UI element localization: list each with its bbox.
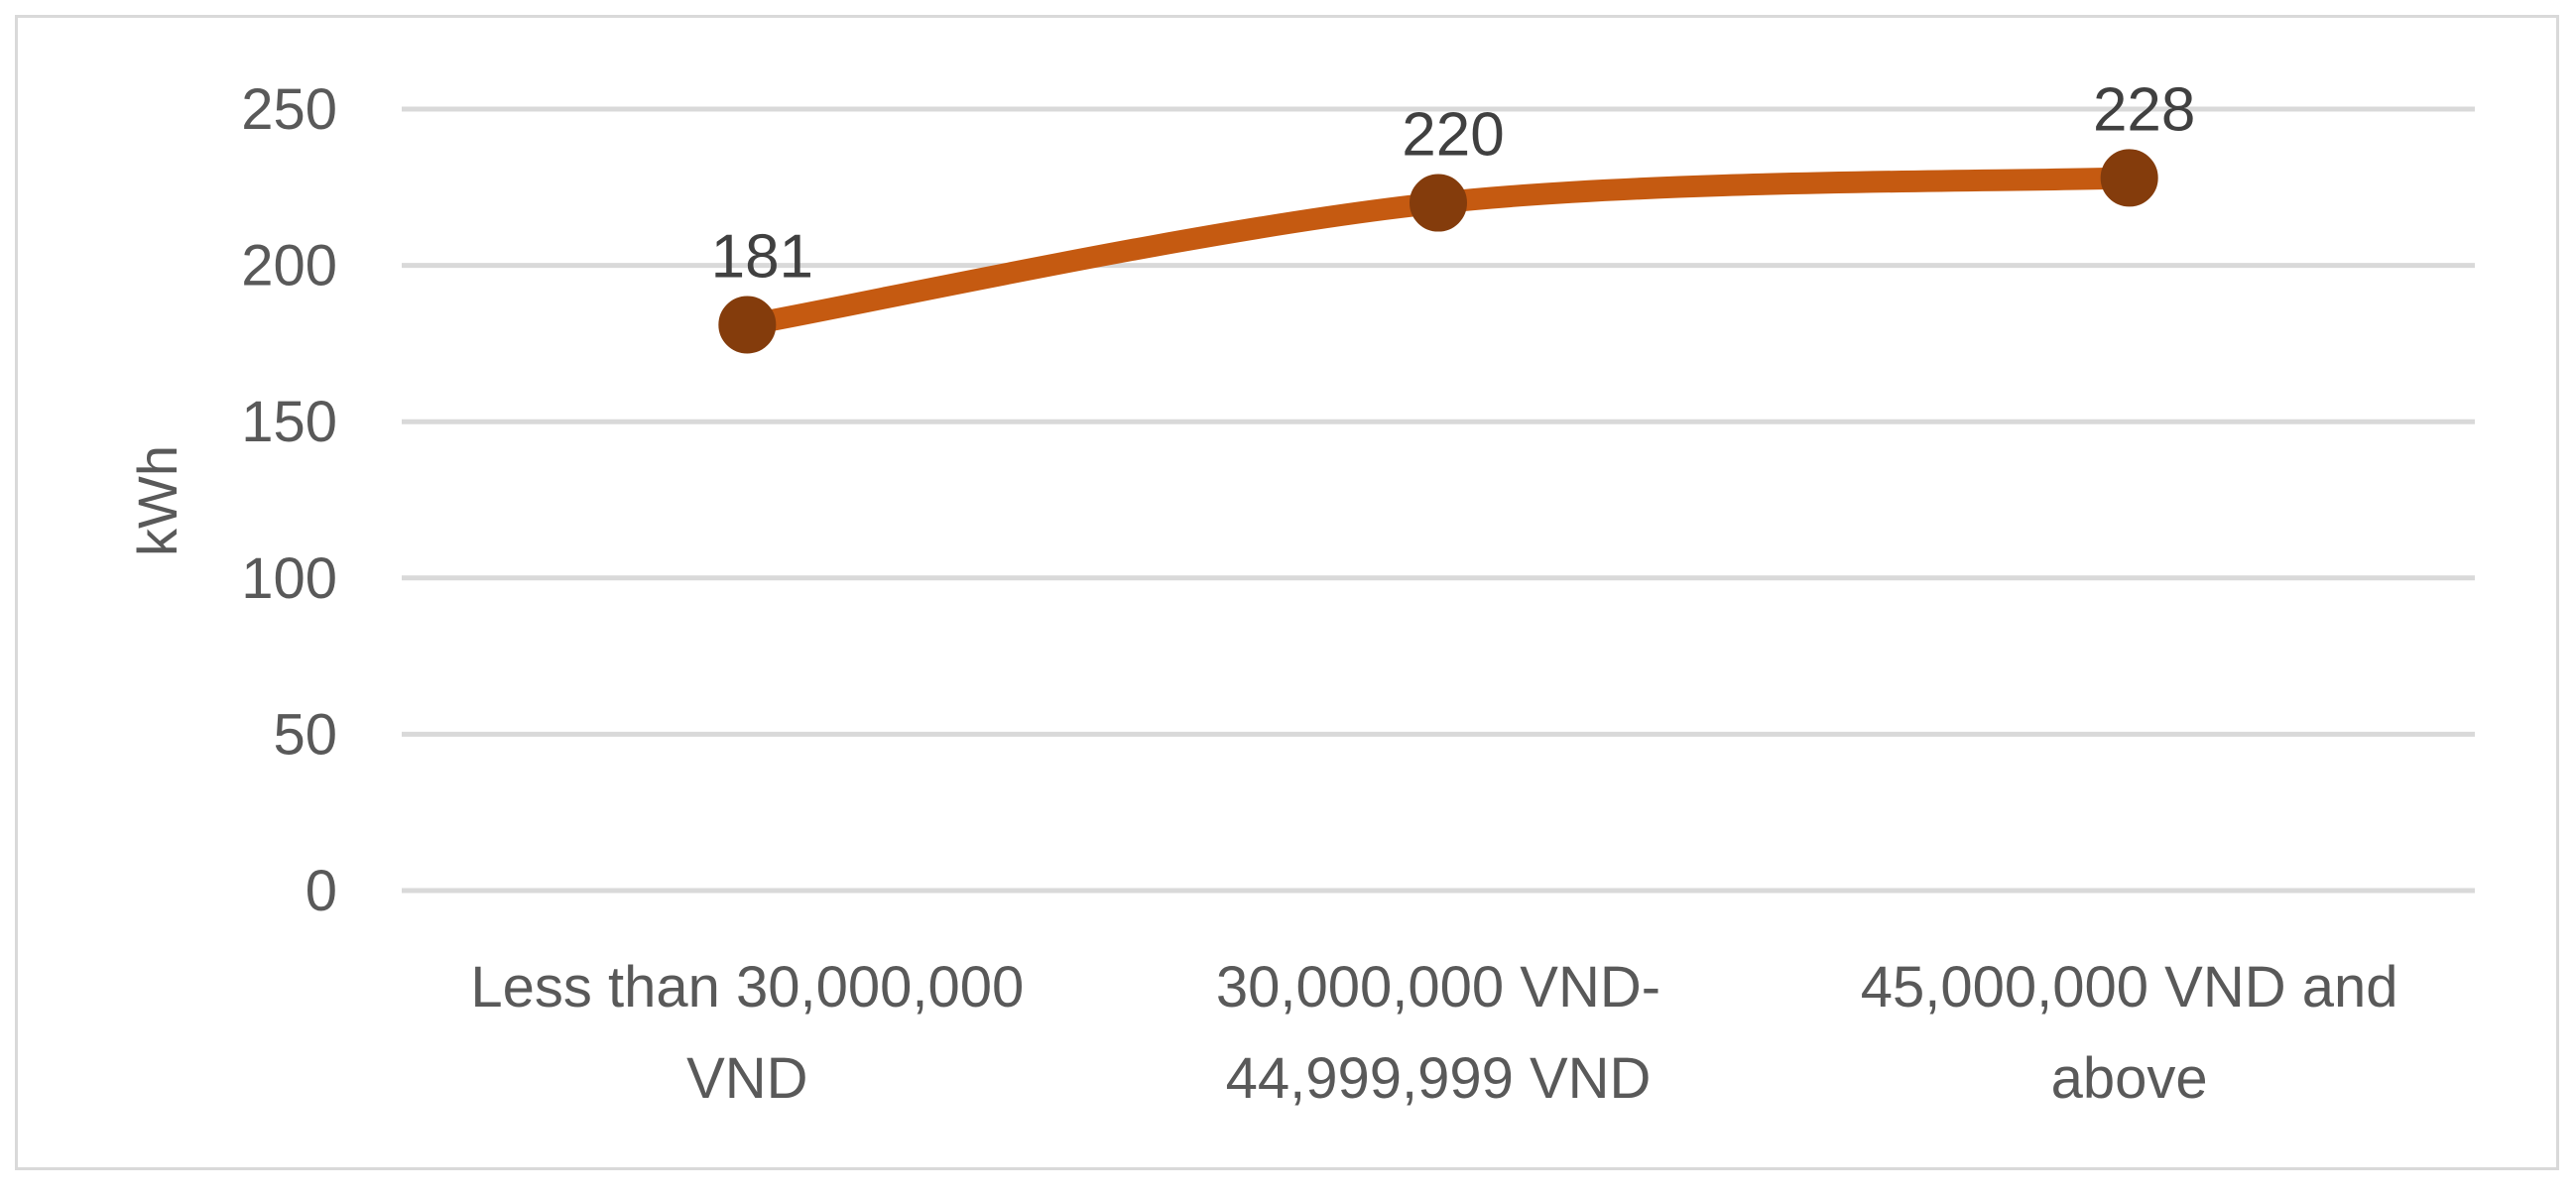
x-category-label: Less than 30,000,000 VND — [470, 955, 1024, 1111]
y-axis-tick-labels: 0 50 100 150 200 250 — [241, 77, 337, 923]
y-tick-label: 200 — [241, 234, 337, 299]
x-category-label-line: 30,000,000 VND- — [1216, 955, 1660, 1019]
data-value-label: 220 — [1402, 101, 1504, 170]
y-tick-label: 0 — [306, 859, 337, 923]
data-point-marker — [2100, 149, 2158, 207]
y-tick-label: 50 — [273, 702, 337, 767]
x-axis-category-labels: Less than 30,000,000 VND 30,000,000 VND- 44… — [470, 955, 2397, 1111]
y-tick-label: 150 — [241, 390, 337, 454]
x-category-label-line: above — [2051, 1046, 2208, 1111]
y-axis-title: kWh — [126, 445, 188, 556]
x-category-label: 45,000,000 VND and above — [1861, 955, 2398, 1111]
x-category-label-line: VND — [686, 1046, 807, 1111]
chart-frame — [15, 15, 2559, 1170]
data-value-label: 181 — [711, 222, 813, 291]
x-category-label: 30,000,000 VND- 44,999,999 VND — [1216, 955, 1660, 1111]
data-value-label: 228 — [2093, 75, 2195, 144]
data-markers — [718, 149, 2158, 354]
data-point-marker — [1410, 174, 1467, 232]
gridlines — [402, 106, 2475, 894]
x-category-label-line: 44,999,999 VND — [1226, 1046, 1652, 1111]
y-tick-label: 100 — [241, 546, 337, 611]
data-point-marker — [718, 296, 777, 354]
data-labels: 181 220 228 — [711, 75, 2196, 291]
x-category-label-line: 45,000,000 VND and — [1861, 955, 2398, 1019]
x-category-label-line: Less than 30,000,000 — [470, 955, 1024, 1019]
y-tick-label: 250 — [241, 77, 337, 142]
